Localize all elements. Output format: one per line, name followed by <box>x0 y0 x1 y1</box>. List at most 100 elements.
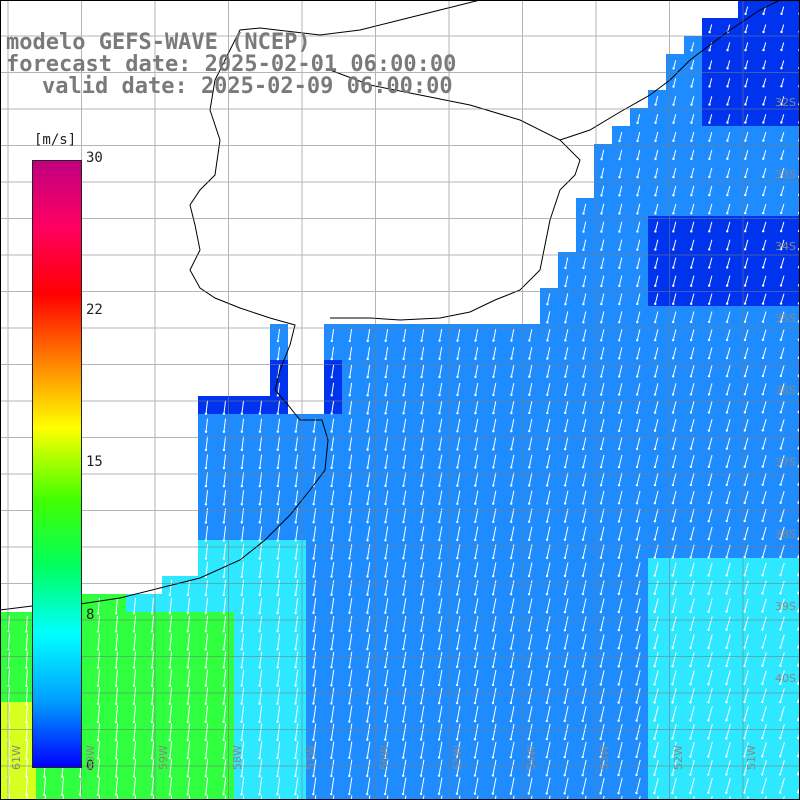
wind-arrow <box>600 383 605 395</box>
wind-arrow <box>762 132 767 141</box>
wind-arrow-head <box>96 738 100 742</box>
wind-arrow <box>133 651 137 668</box>
colorbar <box>32 160 82 768</box>
wind-arrow-head <box>168 684 172 687</box>
wind-arrow <box>690 454 695 467</box>
wind-arrow <box>780 580 785 594</box>
wind-arrow <box>582 652 587 667</box>
wind-cell <box>504 792 522 800</box>
wind-arrow <box>259 723 263 740</box>
wind-arrow <box>743 724 749 739</box>
wind-arrow <box>780 239 785 250</box>
wind-arrow-head <box>564 339 567 342</box>
wind-arrow <box>241 526 245 541</box>
wind-arrow <box>618 706 623 721</box>
wind-arrow <box>636 347 641 359</box>
wind-arrow <box>708 149 713 160</box>
wind-arrow-head <box>132 666 136 669</box>
wind-arrow-head <box>402 575 405 578</box>
wind-arrow <box>654 329 659 341</box>
wind-arrow-head <box>708 212 711 215</box>
wind-arrow-head <box>779 755 782 758</box>
wind-arrow-head <box>581 719 584 723</box>
wind-arrow <box>259 454 263 469</box>
wind-arrow <box>474 364 479 377</box>
wind-arrow <box>690 347 695 359</box>
wind-arrow <box>366 741 371 758</box>
wind-cell <box>792 594 800 612</box>
wind-arrow-head <box>563 502 567 505</box>
wind-arrow <box>474 687 479 704</box>
wind-arrow-head <box>761 447 764 450</box>
wind-arrow-head <box>330 412 333 415</box>
wind-arrow-head <box>474 448 477 451</box>
wind-arrow-head <box>726 67 729 70</box>
wind-arrow <box>241 651 245 668</box>
wind-cell <box>792 504 800 522</box>
wind-arrow <box>582 275 587 287</box>
wind-arrow <box>564 311 569 323</box>
wind-arrow <box>707 777 713 793</box>
wind-arrow <box>636 185 641 196</box>
wind-arrow-head <box>617 755 620 759</box>
wind-arrow-head <box>600 212 603 215</box>
wind-arrow <box>744 419 749 431</box>
wind-arrow-head <box>402 683 405 687</box>
wind-arrow-head <box>186 775 189 778</box>
wind-arrow-head <box>581 556 585 559</box>
wind-arrow <box>582 418 587 432</box>
wind-arrow <box>779 778 785 793</box>
wind-arrow <box>456 759 461 776</box>
wind-arrow <box>438 436 443 450</box>
wind-arrow <box>169 651 173 668</box>
wind-arrow-head <box>707 719 710 722</box>
wind-arrow-head <box>473 629 477 632</box>
wind-arrow-head <box>707 284 711 287</box>
wind-arrow-head <box>258 575 261 578</box>
wind-arrow-head <box>114 738 118 742</box>
wind-arrow <box>151 669 155 686</box>
wind-arrow-head <box>528 466 531 469</box>
wind-arrow <box>115 651 118 668</box>
wind-arrow <box>797 766 800 775</box>
wind-arrow <box>744 239 749 250</box>
wind-arrow-head <box>168 611 172 615</box>
wind-arrow-head <box>438 484 441 487</box>
wind-arrow-head <box>222 521 226 524</box>
wind-arrow-head <box>509 792 513 795</box>
wind-arrow <box>223 579 227 595</box>
wind-arrow <box>744 167 749 178</box>
wind-arrow <box>726 239 731 250</box>
wind-arrow-head <box>743 374 747 378</box>
wind-arrow-head <box>725 755 728 758</box>
wind-arrow <box>312 651 317 668</box>
wind-arrow-head <box>672 248 675 251</box>
wind-arrow <box>277 364 281 378</box>
wind-arrow-head <box>599 647 603 650</box>
wind-arrow-head <box>653 357 657 360</box>
wind-arrow <box>169 741 173 759</box>
wind-arrow <box>636 688 641 703</box>
wind-arrow <box>492 705 497 722</box>
wind-arrow <box>636 365 641 377</box>
wind-arrow-head <box>725 700 728 704</box>
wind-arrow <box>672 311 677 323</box>
wind-arrow-head <box>761 266 765 269</box>
wind-arrow-head <box>348 539 351 542</box>
wind-arrow <box>708 185 713 196</box>
wind-arrow <box>672 436 677 449</box>
wind-arrow-head <box>240 738 243 742</box>
wind-cell <box>792 792 800 800</box>
wind-arrow <box>564 705 569 721</box>
wind-arrow <box>438 472 443 486</box>
wind-arrow <box>133 669 137 686</box>
wind-arrow <box>708 311 713 323</box>
wind-arrow <box>709 24 713 33</box>
wind-arrow <box>780 455 785 467</box>
wind-arrow-head <box>384 448 387 451</box>
wind-arrow <box>349 436 353 450</box>
wind-arrow-head <box>473 593 477 596</box>
wind-arrow <box>762 221 767 232</box>
wind-arrow <box>636 418 641 431</box>
wind-arrow-head <box>455 629 459 632</box>
